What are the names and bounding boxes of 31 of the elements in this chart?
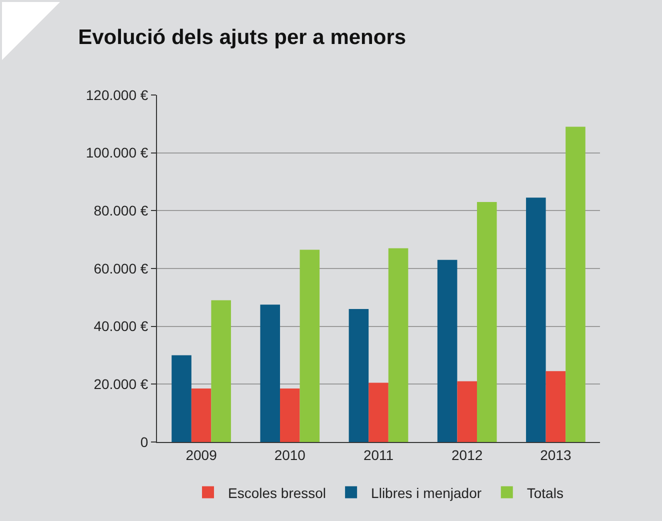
chart-title: Evolució dels ajuts per a menors (78, 26, 406, 49)
bar (526, 198, 546, 442)
bar (280, 388, 300, 442)
bar (348, 308, 369, 442)
x-tick-label: 2013 (540, 446, 572, 463)
bar (546, 371, 566, 442)
bar (191, 388, 212, 442)
bar (388, 248, 408, 442)
bar (437, 260, 458, 442)
legend-label: Totals (526, 484, 564, 501)
bar (172, 355, 192, 442)
legend-label: Escoles bressol (228, 484, 326, 501)
x-tick-label: 2012 (452, 446, 483, 463)
y-tick-label: 80.000 € (94, 202, 148, 219)
bar (457, 381, 477, 442)
y-tick-label: 0 (140, 434, 148, 450)
legend-label: Llibres i menjador (371, 484, 482, 501)
y-tick-label: 20.000 € (94, 376, 148, 392)
y-tick-label: 120.000 € (86, 86, 148, 103)
y-tick-label: 60.000 € (94, 260, 148, 276)
x-tick-label: 2011 (363, 446, 394, 463)
y-tick-label: 40.000 € (94, 318, 148, 334)
bar (300, 250, 320, 442)
x-tick-label: 2010 (274, 446, 306, 463)
x-tick-label: 2009 (186, 446, 218, 463)
y-tick-label: 100.000 € (86, 144, 148, 161)
bar (476, 202, 497, 442)
bar (260, 304, 280, 442)
bar (368, 382, 388, 442)
bar (211, 300, 231, 442)
bar (566, 126, 586, 442)
